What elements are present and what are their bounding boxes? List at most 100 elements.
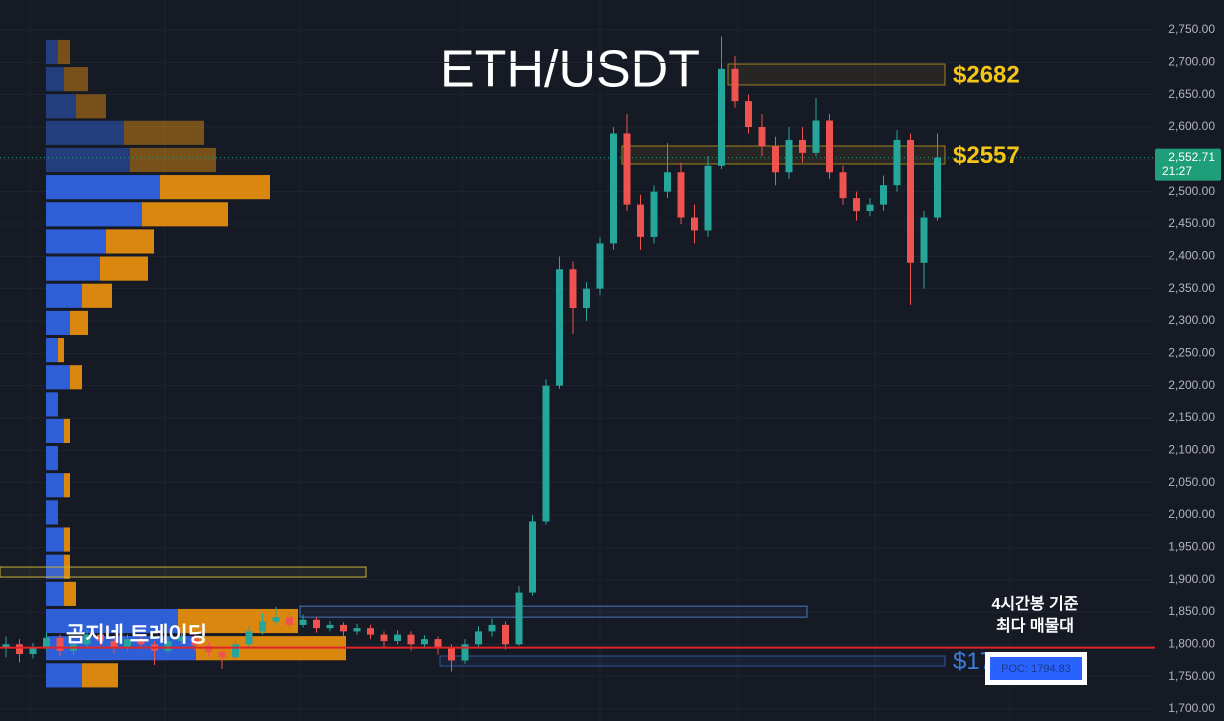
volume-sell-bar (70, 310, 88, 336)
candle-body (218, 652, 226, 658)
candle-body (29, 647, 37, 655)
volume-buy-bar (46, 94, 76, 119)
candle-body (259, 621, 266, 632)
candle-body (772, 146, 779, 173)
candle-body (704, 165, 712, 231)
candle-body (434, 639, 442, 648)
volume-buy-bar (46, 310, 70, 336)
candle-body (812, 120, 820, 153)
volume-sell-bar (64, 473, 70, 498)
candle-body (650, 191, 658, 237)
volume-sell-bar (76, 94, 106, 119)
volume-sell-bar (100, 256, 148, 281)
candle-body (893, 139, 901, 186)
level-zone (621, 145, 946, 165)
candle-body (164, 641, 172, 651)
volume-sell-bar (64, 527, 70, 552)
y-tick-label: 2,000.00 (1168, 507, 1215, 521)
volume-sell-bar (124, 120, 204, 145)
volume-sell-bar (64, 418, 70, 443)
y-tick-label: 2,400.00 (1168, 248, 1215, 262)
candle-body (920, 217, 928, 263)
y-tick-label: 2,100.00 (1168, 442, 1215, 456)
candle-body (502, 624, 509, 645)
volume-buy-bar (46, 500, 58, 525)
candle-body (853, 198, 860, 212)
candle-body (731, 68, 739, 102)
candle-body (83, 634, 91, 645)
candle-body (866, 204, 874, 212)
candle-body (583, 288, 590, 309)
candle-body (353, 628, 361, 632)
y-tick-label: 2,300.00 (1168, 313, 1215, 327)
volume-buy-bar (46, 39, 58, 65)
candle-body (515, 592, 523, 645)
candle-body (110, 641, 118, 648)
volume-sell-bar (106, 229, 154, 254)
candle-body (97, 634, 104, 642)
candle-body (529, 521, 536, 593)
candle-body (799, 139, 806, 153)
candle-body (137, 639, 145, 645)
poc-note: 4시간봉 기준 (992, 595, 1079, 613)
volume-buy-bar (46, 67, 64, 92)
candle-body (340, 624, 347, 632)
volume-sell-bar (70, 365, 82, 390)
volume-buy-bar (46, 229, 106, 254)
level-zone (439, 655, 946, 667)
vertical-grid (29, 0, 1011, 721)
volume-buy-bar (46, 202, 142, 227)
candle-body (907, 139, 914, 263)
volume-sell-bar (82, 283, 112, 308)
volume-buy-bar (46, 527, 64, 552)
y-tick-label: 2,500.00 (1168, 184, 1215, 198)
candle-body (380, 634, 388, 642)
level-label: $2557 (953, 142, 1020, 169)
candle-body (880, 185, 887, 205)
volume-buy-bar (46, 445, 58, 471)
level-zone (727, 63, 946, 86)
volume-sell-bar (82, 663, 118, 688)
y-tick-label: 2,750.00 (1168, 22, 1215, 36)
candle-body (664, 172, 671, 192)
candle-body (934, 157, 941, 218)
y-tick-label: 2,350.00 (1168, 281, 1215, 295)
candle-body (43, 637, 50, 648)
poc-box (990, 657, 1082, 680)
y-tick-label: 2,600.00 (1168, 119, 1215, 133)
candle-body (677, 172, 685, 218)
poc-label: POC: 1794.83 (1001, 663, 1071, 675)
y-tick-label: 2,650.00 (1168, 87, 1215, 101)
volume-buy-bar (46, 365, 70, 390)
last-price-tag (1155, 148, 1221, 181)
last-price-label: 2,552.71 (1168, 150, 1215, 164)
candle-body (461, 644, 469, 661)
candle-body (407, 634, 415, 645)
candle-body (313, 619, 320, 629)
candle-body (367, 628, 374, 635)
candle-body (745, 101, 752, 127)
price-zone (299, 605, 808, 618)
volume-buy-bar (46, 338, 58, 363)
candle-body (286, 617, 293, 625)
candle-body (178, 636, 185, 642)
volume-buy-bar (46, 418, 64, 443)
y-tick-label: 2,150.00 (1168, 410, 1215, 424)
y-tick-label: 1,850.00 (1168, 604, 1215, 618)
y-tick-label: 2,700.00 (1168, 55, 1215, 69)
volume-sell-bar (160, 175, 270, 200)
y-tick-label: 1,700.00 (1168, 701, 1215, 715)
volume-buy-bar (46, 581, 64, 606)
volume-buy-bar (46, 608, 178, 634)
volume-sell-bar (64, 67, 88, 92)
candle-body (245, 631, 253, 645)
y-tick-label: 1,800.00 (1168, 636, 1215, 650)
candle-body (542, 385, 550, 522)
y-tick-label: 2,450.00 (1168, 216, 1215, 230)
candle-body (691, 217, 698, 231)
volume-buy-bar (46, 147, 130, 173)
candle-body (299, 619, 307, 625)
candle-body (326, 624, 334, 629)
